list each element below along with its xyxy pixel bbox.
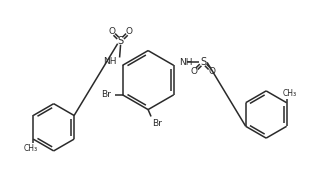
Text: Br: Br [152,120,162,128]
Text: CH₃: CH₃ [23,144,37,153]
Text: O: O [126,27,133,36]
Text: CH₃: CH₃ [282,89,297,98]
Text: NH: NH [180,58,193,67]
Text: S: S [200,57,206,67]
Text: O: O [209,67,215,76]
Text: NH: NH [103,57,117,66]
Text: S: S [117,36,124,46]
Text: O: O [108,27,115,36]
Text: O: O [191,67,198,76]
Text: Br: Br [101,90,111,99]
